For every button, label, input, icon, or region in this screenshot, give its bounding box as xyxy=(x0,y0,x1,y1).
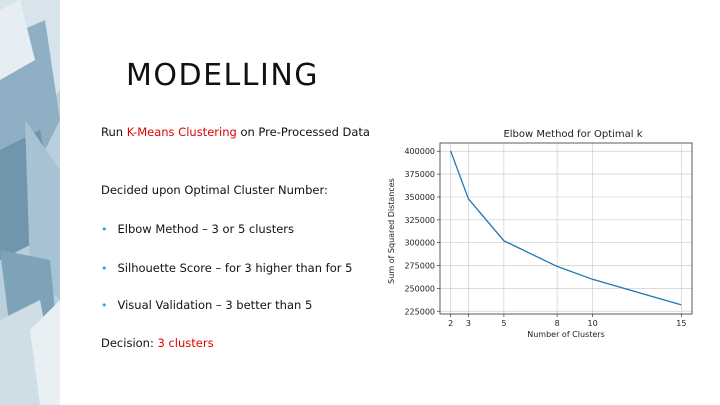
elbow-series-line xyxy=(449,150,682,306)
side-decoration xyxy=(0,0,60,405)
y-tick-label: 275000 xyxy=(404,262,435,271)
y-tick-label: 225000 xyxy=(404,307,435,316)
y-tick-label: 400000 xyxy=(404,147,435,156)
y-tick-label: 250000 xyxy=(404,284,435,293)
bullet-text: Elbow Method – 3 or 5 clusters xyxy=(117,222,295,236)
bullet-text: Silhouette Score – for 3 higher than for… xyxy=(117,261,353,275)
bullet-dot-icon: • xyxy=(101,299,108,312)
slide-title: MODELLING xyxy=(126,58,320,93)
cluster-decision-heading: Decided upon Optimal Cluster Number: xyxy=(101,183,328,197)
intro-post: on Pre-Processed Data xyxy=(236,125,370,139)
x-tick-label: 10 xyxy=(588,319,598,328)
bullet-text: Visual Validation – 3 better than 5 xyxy=(117,298,313,312)
plot-frame xyxy=(439,142,693,315)
y-tick-label: 375000 xyxy=(404,170,435,179)
intro-line: Run K-Means Clustering on Pre-Processed … xyxy=(101,125,370,139)
x-tick-label: 2 xyxy=(448,319,453,328)
y-tick-label: 350000 xyxy=(404,193,435,202)
decision-value: 3 clusters xyxy=(157,336,214,350)
bullet-item: • Visual Validation – 3 better than 5 xyxy=(101,298,312,312)
chart-title: Elbow Method for Optimal k xyxy=(503,129,642,140)
intro-pre: Run xyxy=(101,125,127,139)
decision-label: Decision: xyxy=(101,336,158,350)
bullet-dot-icon: • xyxy=(101,262,108,275)
elbow-chart: Elbow Method for Optimal k Number of Clu… xyxy=(387,129,693,339)
y-axis-label: Sum of Squared Distances xyxy=(387,178,396,284)
x-tick-label: 3 xyxy=(466,319,471,328)
x-axis-label: Number of Clusters xyxy=(527,330,605,339)
x-tick-label: 5 xyxy=(501,319,506,328)
bullet-item: • Elbow Method – 3 or 5 clusters xyxy=(101,222,294,236)
y-tick-label: 325000 xyxy=(404,216,435,225)
x-tick-label: 8 xyxy=(555,319,560,328)
x-tick-label: 15 xyxy=(676,319,686,328)
bullet-dot-icon: • xyxy=(101,223,108,236)
bullet-item: • Silhouette Score – for 3 higher than fo… xyxy=(101,261,352,275)
intro-highlight: K-Means Clustering xyxy=(126,125,237,139)
y-tick-label: 300000 xyxy=(404,239,435,248)
decision-line: Decision: 3 clusters xyxy=(101,336,214,350)
